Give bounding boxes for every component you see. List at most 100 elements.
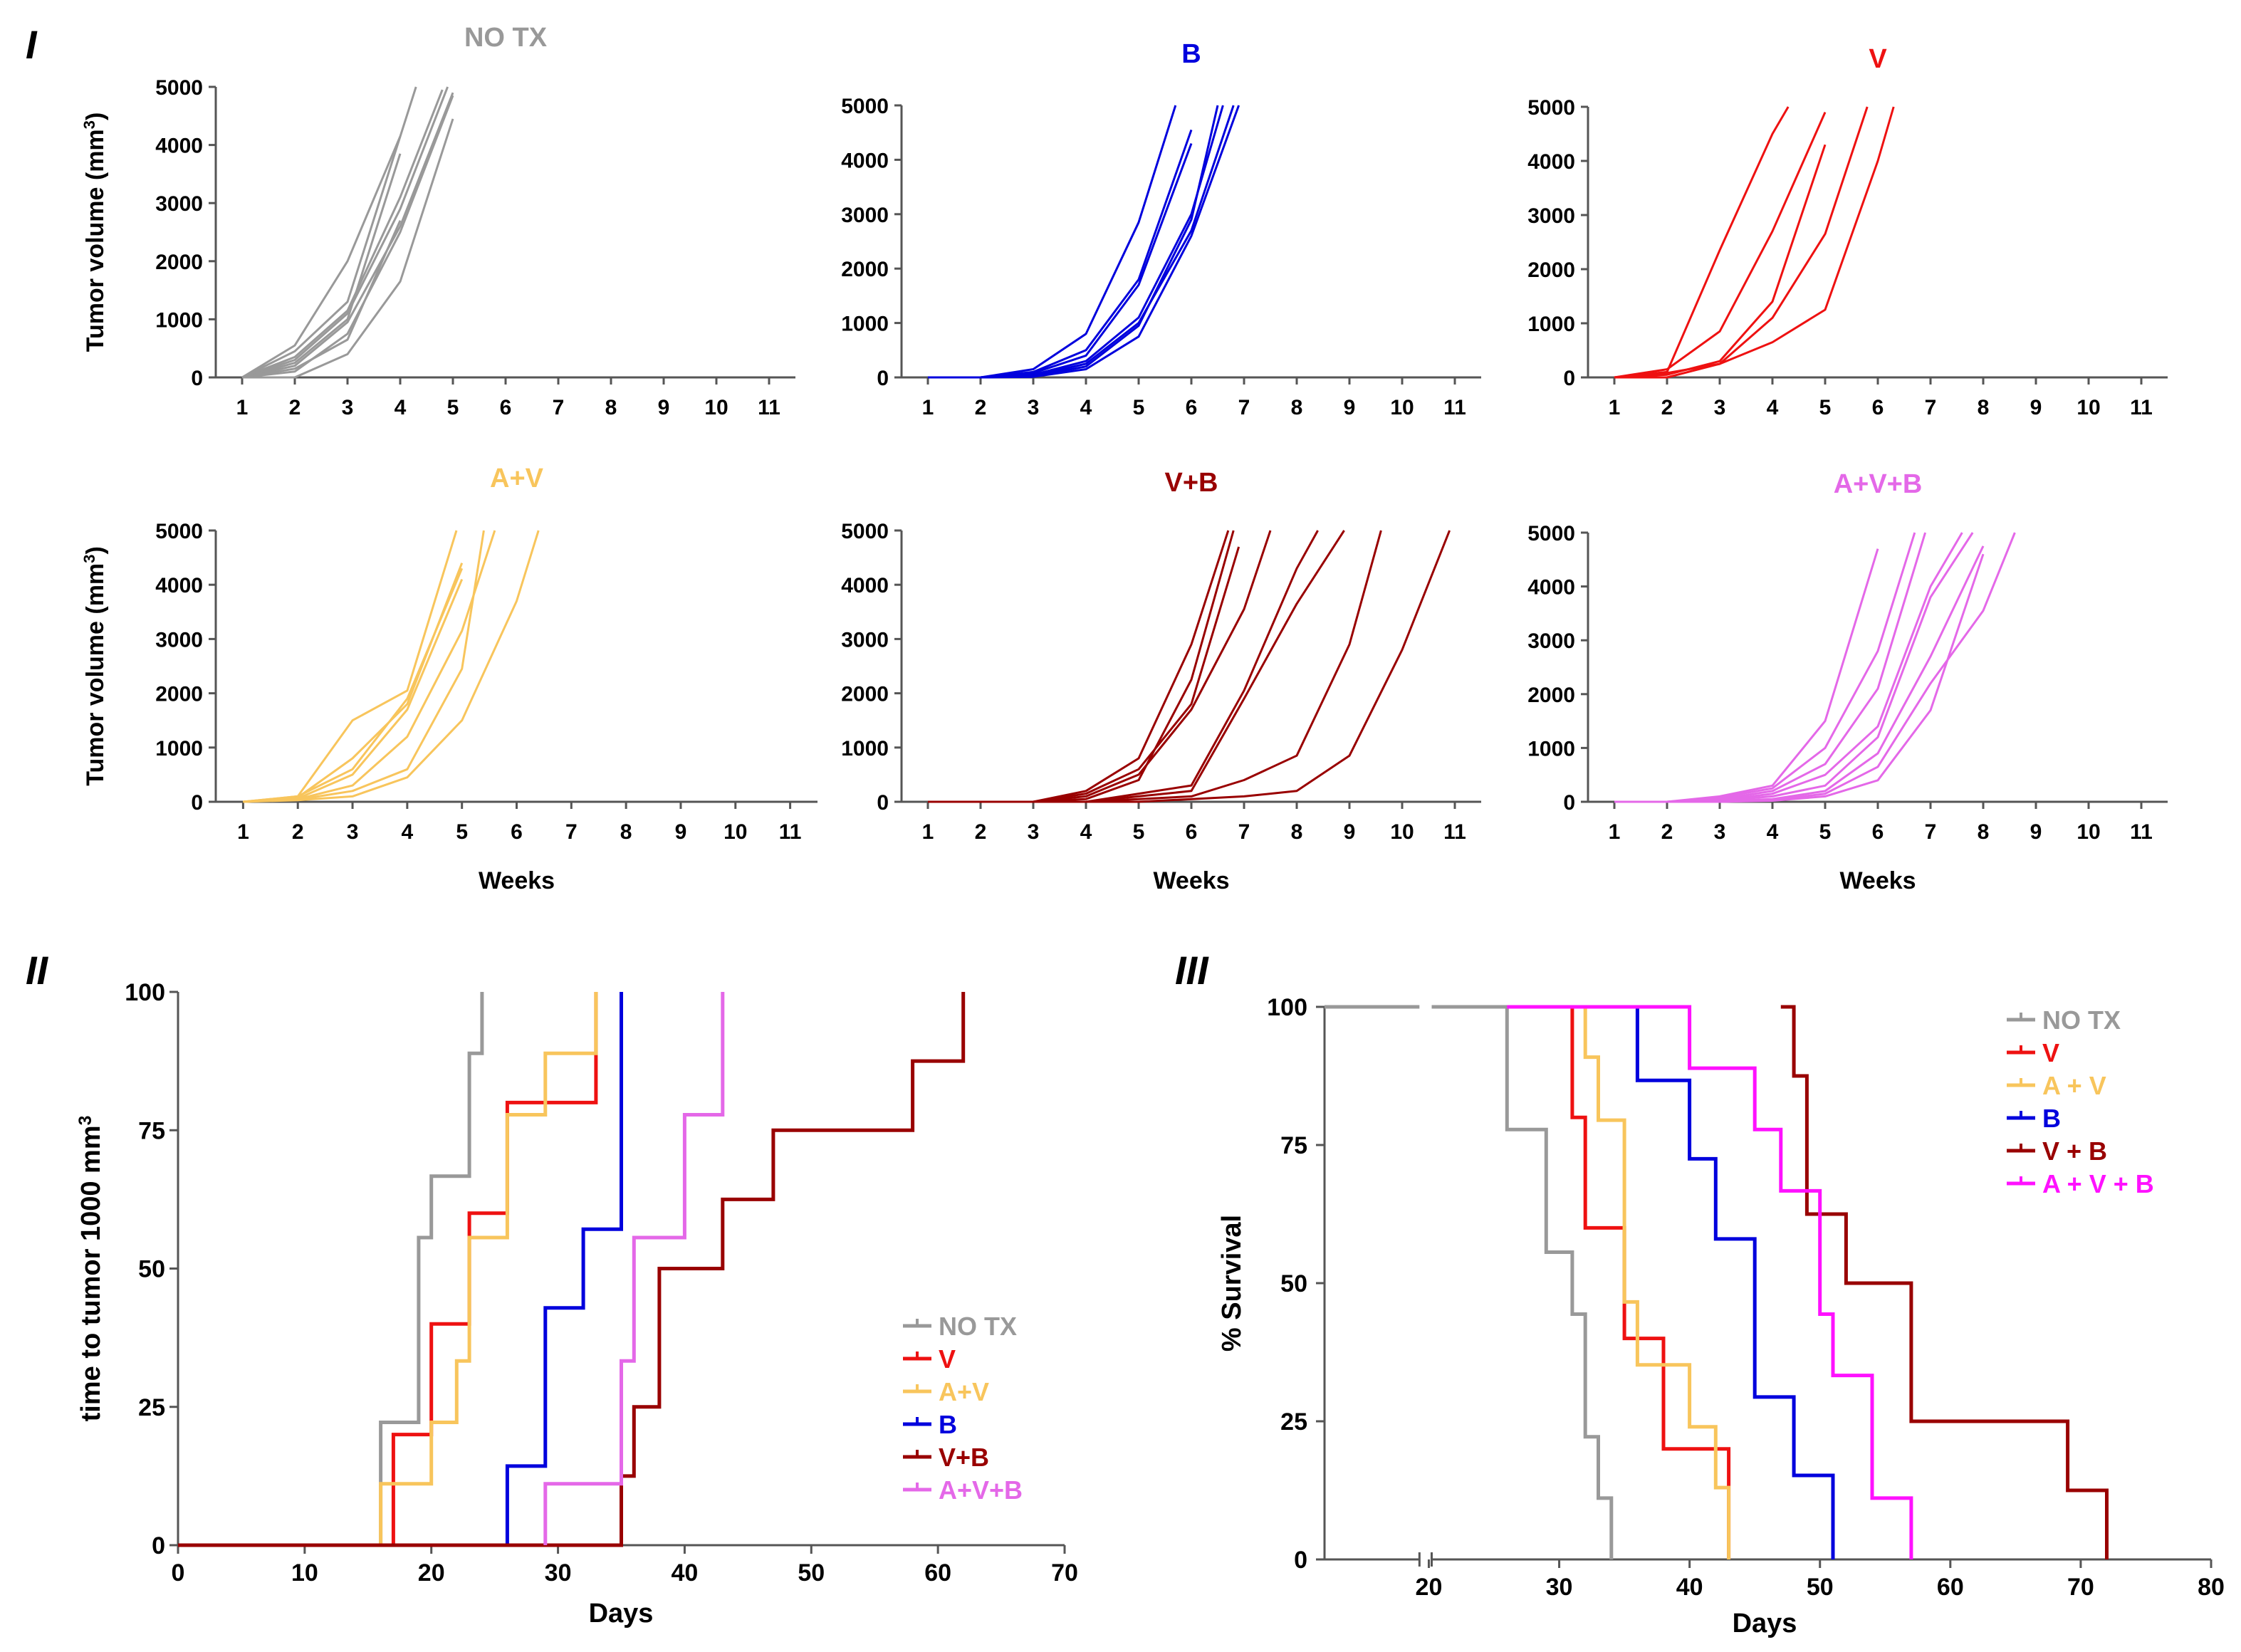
y-tick-label: 3000	[841, 628, 889, 652]
step-line-no-tx	[178, 992, 484, 1547]
legend-label: V + B	[2042, 1136, 2107, 1166]
y-tick-label: 5000	[155, 76, 203, 100]
legend-item: NO TX	[2007, 1005, 2121, 1035]
y-tick-label: 3000	[155, 192, 203, 216]
legend-label: A + V + B	[2042, 1169, 2154, 1198]
y-tick-label: 3000	[841, 204, 889, 227]
x-tick-label: 40	[1676, 1574, 1703, 1601]
step-line-b	[178, 992, 623, 1547]
x-tick-label: 5	[1133, 396, 1145, 419]
y-tick-label: 25	[138, 1394, 165, 1421]
growth-line-2	[928, 129, 1193, 379]
x-tick-label: 70	[1051, 1559, 1078, 1586]
x-tick-label: 2	[1661, 820, 1673, 844]
x-tick-label: 0	[172, 1559, 185, 1586]
y-tick-label: 50	[1280, 1270, 1307, 1297]
x-tick-label: 11	[779, 820, 802, 844]
y-tick-label: 2000	[155, 683, 203, 706]
x-tick-label: 9	[2030, 396, 2042, 419]
growth-line-4	[241, 92, 454, 379]
x-tick-label: 9	[2030, 820, 2042, 844]
x-tick-label: 11	[2130, 820, 2153, 844]
x-tick-label: 10	[2077, 820, 2100, 844]
growth-line-7	[1614, 532, 2016, 803]
x-tick-label: 80	[2198, 1574, 2225, 1601]
x-tick-label: 5	[1819, 396, 1832, 419]
step-line-a-plus-v	[178, 992, 598, 1547]
x-tick-label: 8	[1978, 820, 1990, 844]
y-tick-label: 5000	[1527, 96, 1575, 120]
x-tick-label: 8	[1978, 396, 1990, 419]
y-tick-label: 5000	[841, 520, 889, 543]
x-tick-label: 60	[1937, 1574, 1964, 1601]
y-tick-label: 2000	[1527, 684, 1575, 707]
chart-title: V	[1869, 44, 1887, 74]
y-tick-label: 25	[1280, 1408, 1307, 1436]
growth-line-5	[928, 530, 1319, 803]
legend-item: V + B	[2007, 1136, 2107, 1166]
x-tick-label: 20	[1416, 1574, 1443, 1601]
x-tick-label: 5	[456, 820, 468, 844]
y-tick-label: 1000	[155, 737, 203, 760]
y-tick-label: 1000	[841, 737, 889, 760]
growth-line-1	[928, 530, 1230, 803]
x-axis-label: Weeks	[479, 867, 555, 894]
chart-title: A+V+B	[1834, 469, 1923, 499]
x-tick-label: 3	[1028, 820, 1040, 844]
x-tick-label: 4	[1767, 396, 1779, 419]
y-tick-label: 0	[191, 367, 203, 390]
chart-title: B	[1181, 39, 1201, 69]
y-tick-label: 0	[191, 791, 203, 815]
growth-line-7	[243, 530, 540, 803]
x-tick-label: 6	[1872, 820, 1884, 844]
x-tick-label: 2	[1661, 396, 1673, 419]
growth-line-6	[928, 105, 1219, 379]
legend-item: V+B	[903, 1443, 989, 1472]
legend-item: V	[903, 1344, 956, 1374]
chart-title: A+V	[490, 464, 544, 493]
x-tick-label: 7	[1925, 820, 1937, 844]
x-tick-label: 7	[553, 396, 565, 419]
x-tick-label: 3	[1028, 396, 1040, 419]
x-tick-label: 1	[1609, 820, 1621, 844]
growth-line-5	[241, 95, 454, 379]
growth-chart-no-tx: NO TX 0 1000 2000 3000 4000 5000 1 2 3 4 5 6 7 8 9 10 11 T…	[80, 23, 795, 419]
growth-chart-v-plus-b: V+B 0 1000 2000 3000 4000 5000 1 2 3 4 5 6 7 8 9 10 11 Wee…	[841, 468, 1481, 894]
x-tick-label: 20	[418, 1559, 445, 1586]
y-tick-label: 0	[1563, 791, 1575, 815]
y-tick-label: 0	[152, 1532, 165, 1559]
growth-line-4	[928, 530, 1235, 803]
legend-label: NO TX	[939, 1312, 1017, 1341]
legend-item: A + V + B	[2007, 1169, 2154, 1198]
legend-label: NO TX	[2042, 1005, 2121, 1035]
y-tick-label: 100	[1267, 994, 1307, 1021]
y-axis-label: time to tumor 1000 mm3	[76, 1116, 106, 1422]
time-to-tumor-chart: 0 25 50 75 100 0 10 20 30 40 50 60 70 time to tumor 1…	[76, 979, 1078, 1629]
x-tick-label: 6	[1186, 820, 1198, 844]
x-tick-label: 50	[1807, 1574, 1834, 1601]
survival-chart: 0 25 50 75 100 20 30 40 50 60 70 80 % Survival Days NO…	[1217, 994, 2225, 1638]
growth-line-7	[928, 105, 1240, 379]
growth-line-2	[1614, 111, 1827, 379]
y-tick-label: 100	[125, 979, 165, 1006]
y-tick-label: 4000	[155, 574, 203, 597]
panel-label-I: I	[26, 22, 38, 67]
legend-item: NO TX	[903, 1312, 1017, 1341]
growth-line-1	[1614, 106, 1790, 379]
growth-line-1	[241, 135, 402, 379]
y-tick-label: 50	[138, 1256, 165, 1283]
y-tick-label: 0	[1294, 1547, 1307, 1574]
x-tick-label: 70	[2067, 1574, 2094, 1601]
chart-title: NO TX	[464, 23, 548, 53]
step-line-a-plus-v-plus-b	[543, 992, 725, 1545]
x-tick-label: 10	[1390, 396, 1414, 419]
growth-line-4	[243, 568, 464, 803]
growth-chart-b: B 0 1000 2000 3000 4000 5000 1 2 3 4 5 6 7 8 9 10 11	[841, 39, 1481, 419]
y-axis-label: % Survival	[1217, 1215, 1247, 1352]
legend-label: V	[2042, 1038, 2059, 1067]
x-tick-label: 11	[758, 396, 780, 419]
growth-line-4	[1614, 106, 1869, 379]
growth-line-7	[928, 530, 1382, 803]
y-tick-label: 5000	[155, 520, 203, 543]
